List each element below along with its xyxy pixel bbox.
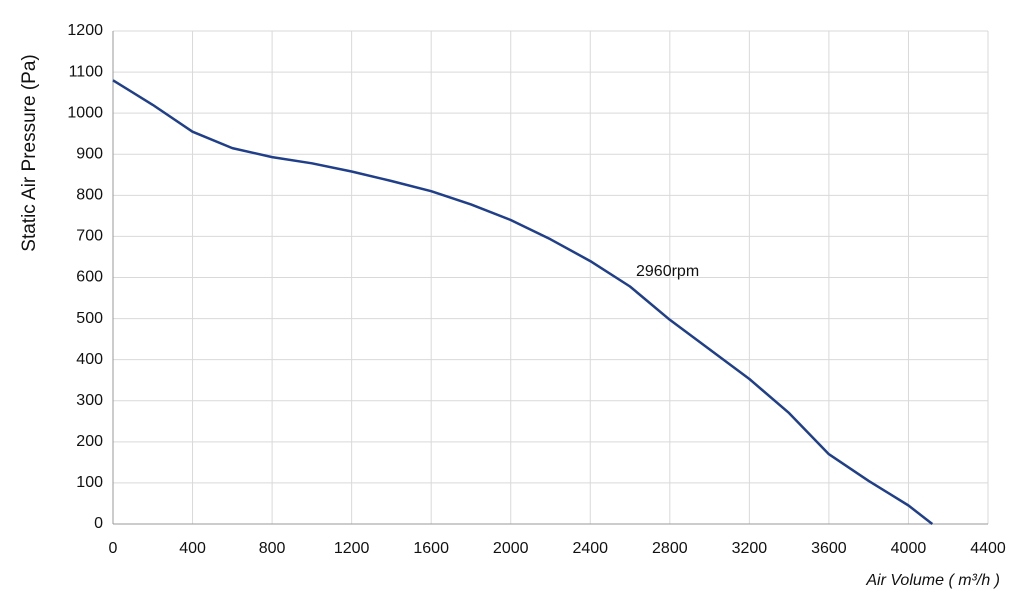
y-tick-label: 800 [76, 187, 103, 204]
y-tick-label: 200 [76, 433, 103, 450]
x-tick-label: 4000 [891, 540, 927, 557]
x-tick-label: 1200 [334, 540, 370, 557]
y-tick-label: 1100 [69, 63, 104, 80]
y-tick-label: 1200 [67, 22, 103, 39]
y-tick-label: 400 [76, 351, 103, 368]
x-axis-title: Air Volume ( m³/h ) [865, 572, 1000, 589]
y-axis-title: Static Air Pressure (Pa) [19, 54, 40, 251]
x-tick-label: 3600 [811, 540, 847, 557]
y-tick-label: 1000 [67, 104, 103, 121]
x-tick-label: 2400 [572, 540, 608, 557]
x-tick-label: 400 [179, 540, 206, 557]
x-tick-label: 4400 [970, 540, 1006, 557]
y-tick-label: 500 [76, 310, 103, 327]
annotation: 2960rpm [636, 263, 699, 280]
x-tick-label: 800 [259, 540, 286, 557]
x-tick-label: 2800 [652, 540, 688, 557]
x-tick-label: 2000 [493, 540, 529, 557]
y-tick-label: 900 [76, 145, 103, 162]
y-tick-label: 0 [94, 515, 103, 532]
x-tick-label: 1600 [413, 540, 449, 557]
x-tick-label: 3200 [732, 540, 768, 557]
y-tick-label: 600 [76, 269, 103, 286]
y-tick-label: 700 [76, 228, 103, 245]
y-tick-label: 100 [76, 474, 103, 491]
x-tick-label: 0 [109, 540, 118, 557]
y-tick-label: 300 [76, 392, 103, 409]
line-series [112, 79, 934, 525]
